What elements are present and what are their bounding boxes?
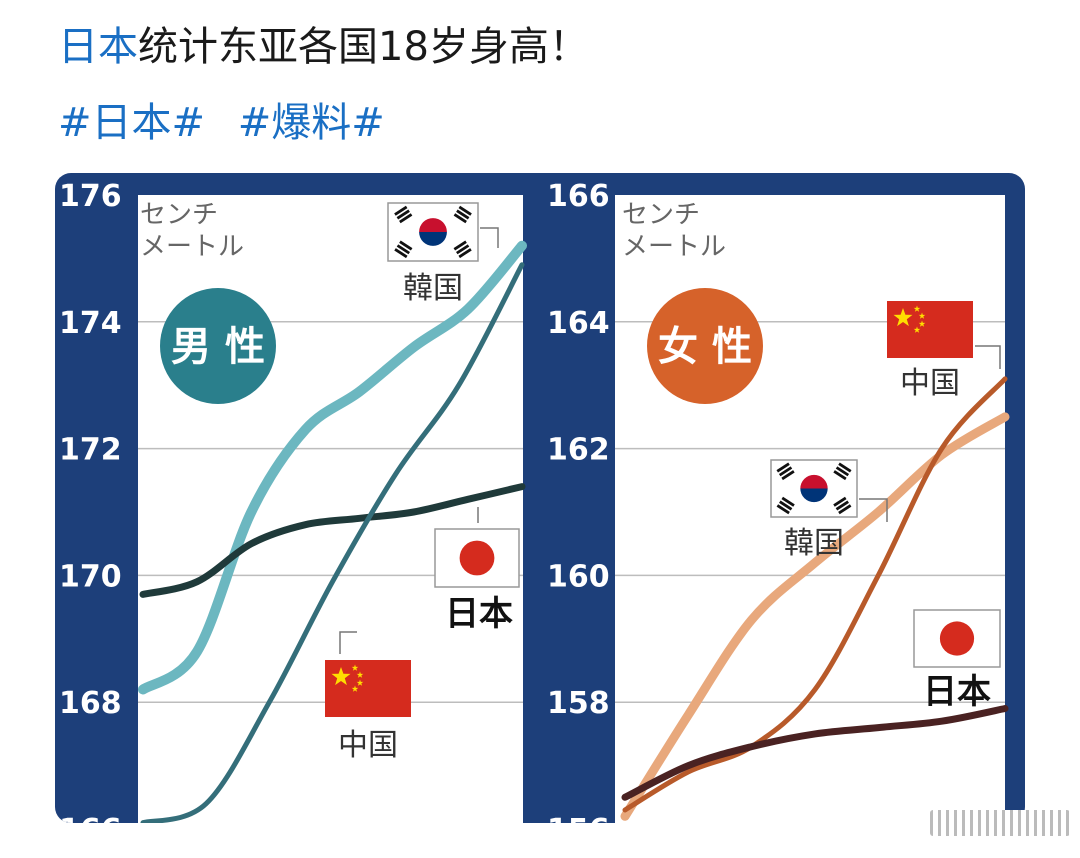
female-series-label-korea: 韓国 — [784, 526, 844, 561]
male-china-small-star — [356, 671, 364, 678]
female-korea-trigram-bar — [838, 504, 852, 515]
female-korea-trigram-bar — [776, 504, 790, 515]
female-badge-label: 女 性 — [658, 324, 752, 370]
female-korea-trigram-bar — [776, 462, 790, 473]
male-korea-trigram-bar — [456, 209, 470, 220]
female-korea-trigram-bar — [835, 500, 849, 511]
male-series-line-china — [140, 262, 525, 823]
female-korea-trigram-bar — [833, 496, 847, 507]
hashtag-scoop[interactable]: #爆料# — [237, 100, 385, 146]
post-title: 日本统计东亚各国18岁身高！ — [58, 14, 589, 72]
female-series-line-china — [622, 376, 1008, 813]
male-korea-trigram-bar — [458, 248, 472, 259]
chart-svg: 176174172170168166センチメートル男 性韓国日本中国166164… — [55, 173, 1025, 823]
male-korea-trigram-bar — [456, 244, 470, 255]
male-china-big-star — [331, 667, 351, 686]
male-badge-label: 男 性 — [171, 324, 265, 370]
female-korea-trigram-bar — [781, 470, 795, 481]
title-text: 统计东亚各国18岁身高！ — [138, 24, 589, 70]
male-badge-circle — [160, 288, 276, 404]
female-china-flag — [887, 301, 973, 358]
hashtag-japan[interactable]: #日本# — [58, 100, 206, 146]
male-series-label-china: 中国 — [338, 728, 398, 763]
female-series-line-korea — [620, 412, 1010, 821]
female-korea-trigram-bar — [779, 500, 793, 511]
male-korea-taeguk-red — [419, 218, 447, 232]
male-korea-trigram-bar — [394, 205, 408, 216]
title-highlight-link[interactable]: 日本 — [58, 24, 138, 70]
female-tick-label-162: 162 — [547, 433, 610, 468]
hashtag-row: #日本# #爆料# — [58, 90, 405, 148]
male-korea-trigram-bar — [458, 205, 472, 216]
male-connector-korea — [480, 227, 499, 248]
female-korea-trigram-bar — [835, 466, 850, 477]
female-unit-line1: センチ — [622, 200, 700, 230]
female-china-small-star — [913, 326, 921, 333]
male-tick-label-174: 174 — [59, 306, 122, 341]
female-tick-label-160: 160 — [547, 559, 610, 594]
female-connector-china — [975, 345, 1001, 369]
male-series-label-japan: 日本 — [445, 594, 513, 634]
male-plot-area — [138, 195, 523, 823]
male-unit-line2: メートル — [140, 232, 244, 262]
male-connector-china — [339, 631, 357, 654]
female-series-label-japan: 日本 — [923, 672, 991, 712]
male-tick-label-168: 168 — [59, 686, 122, 721]
male-korea-trigram-bar — [399, 213, 413, 224]
male-tick-label-170: 170 — [59, 559, 122, 594]
female-china-big-star — [893, 308, 913, 327]
female-korea-taeguk-red — [800, 474, 828, 489]
male-china-flag — [325, 660, 411, 717]
female-series-label-china: 中国 — [900, 366, 960, 401]
male-china-small-star — [351, 664, 359, 671]
male-japan-sun — [459, 540, 495, 576]
male-tick-label-172: 172 — [59, 433, 122, 468]
female-tick-label-164: 164 — [547, 306, 610, 341]
male-series-line-korea — [138, 240, 527, 695]
male-korea-trigram-bar — [453, 213, 467, 224]
female-tick-label-156: 156 — [547, 813, 610, 823]
female-china-small-star — [913, 305, 921, 312]
female-china-small-star — [918, 312, 926, 319]
female-series-line-japan — [621, 705, 1009, 801]
height-chart-figure[interactable]: 176174172170168166センチメートル男 性韓国日本中国166164… — [55, 173, 1025, 823]
male-korea-trigram-bar — [396, 209, 410, 220]
male-series-label-korea: 韓国 — [403, 271, 463, 306]
female-japan-flag — [913, 609, 1001, 668]
female-tick-label-158: 158 — [547, 686, 610, 721]
male-korea-trigram-bar — [396, 244, 410, 255]
female-korea-trigram-bar — [838, 462, 852, 473]
male-tick-label-176: 176 — [59, 179, 122, 214]
male-korea-trigram-bar — [453, 240, 467, 251]
female-connector-korea — [859, 498, 888, 522]
male-series-line-japan — [139, 483, 526, 598]
female-korea-trigram-bar — [778, 466, 793, 477]
female-japan-sun — [939, 621, 975, 656]
female-korea-trigram-bar — [833, 470, 847, 481]
female-badge-circle — [647, 288, 763, 404]
male-korea-trigram-bar — [399, 240, 413, 251]
male-unit-line1: センチ — [140, 200, 218, 230]
male-tick-label-166: 166 — [59, 813, 122, 823]
male-korea-taeguk-blue — [419, 232, 447, 246]
female-korea-taeguk-blue — [800, 488, 828, 503]
male-korea-trigram-bar — [394, 248, 408, 259]
female-tick-label-166: 166 — [547, 179, 610, 214]
female-korea-trigram-bar — [781, 496, 795, 507]
male-china-small-star — [356, 679, 364, 686]
female-china-small-star — [918, 320, 926, 327]
image-badge — [930, 810, 1070, 836]
male-china-small-star — [351, 685, 359, 692]
female-unit-line2: メートル — [622, 232, 726, 262]
